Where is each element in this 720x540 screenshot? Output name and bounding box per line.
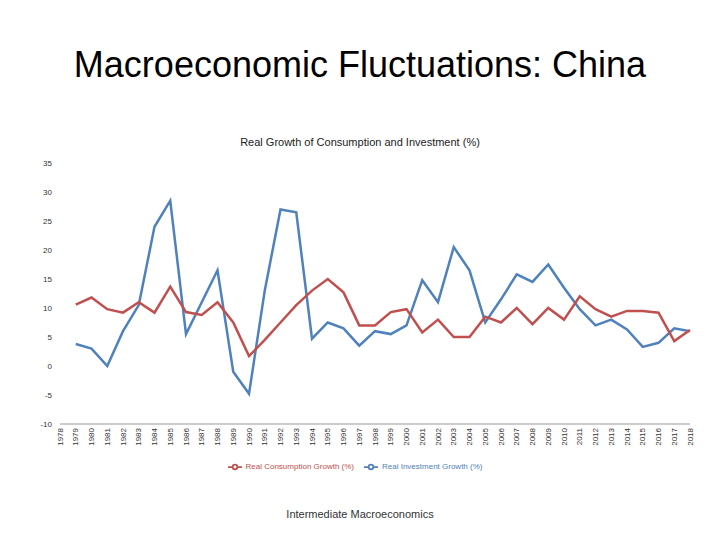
html-text:Intermediate Macroeconomics: Intermediate Macroeconomics: [286, 508, 434, 520]
svg-text:1984: 1984: [150, 427, 159, 445]
svg-text:2006: 2006: [497, 427, 506, 445]
svg-text:2001: 2001: [418, 427, 427, 445]
svg-text:2010: 2010: [560, 427, 569, 445]
svg-text:1982: 1982: [119, 427, 128, 445]
svg-text:1987: 1987: [197, 427, 206, 445]
html-text:Real Investment Growth (%): Real Investment Growth (%): [382, 462, 483, 472]
svg-text:15: 15: [43, 275, 52, 284]
svg-text:1981: 1981: [103, 427, 112, 445]
svg-text:1980: 1980: [87, 427, 96, 445]
svg-text:2016: 2016: [654, 427, 663, 445]
svg-text:-5: -5: [45, 391, 53, 400]
svg-text:2012: 2012: [591, 427, 600, 445]
svg-text:2002: 2002: [434, 427, 443, 445]
svg-text:2015: 2015: [638, 427, 647, 445]
svg-text:0: 0: [48, 362, 53, 371]
svg-text:2003: 2003: [449, 427, 458, 445]
svg-text:2009: 2009: [544, 427, 553, 445]
svg-text:1988: 1988: [213, 427, 222, 445]
html-text:Macroeconomic Fluctuations: Ch: Macroeconomic Fluctuations: China: [73, 44, 647, 85]
svg-text:2018: 2018: [686, 427, 695, 445]
svg-text:2004: 2004: [465, 427, 474, 445]
svg-text:2005: 2005: [481, 427, 490, 445]
svg-text:1996: 1996: [339, 427, 348, 445]
svg-text:5: 5: [48, 333, 53, 342]
svg-text:20: 20: [43, 246, 52, 255]
svg-text:2011: 2011: [575, 427, 584, 445]
html-text:Real Growth of Consumption and: Real Growth of Consumption and Investmen…: [240, 136, 480, 148]
svg-text:1985: 1985: [166, 427, 175, 445]
svg-text:1989: 1989: [229, 427, 238, 445]
svg-text:1993: 1993: [292, 427, 301, 445]
svg-text:30: 30: [43, 188, 52, 197]
svg-text:2007: 2007: [512, 427, 521, 445]
svg-text:1994: 1994: [308, 427, 317, 445]
svg-text:-10: -10: [40, 420, 52, 429]
svg-text:2013: 2013: [607, 427, 616, 445]
svg-text:1999: 1999: [386, 427, 395, 445]
svg-text:1998: 1998: [371, 427, 380, 445]
svg-text:2014: 2014: [623, 427, 632, 445]
svg-text:1997: 1997: [355, 427, 364, 445]
svg-text:1991: 1991: [260, 427, 269, 445]
svg-text:1978: 1978: [56, 427, 65, 445]
svg-text:1983: 1983: [134, 427, 143, 445]
svg-text:1990: 1990: [245, 427, 254, 445]
svg-text:1995: 1995: [323, 427, 332, 445]
svg-text:1986: 1986: [182, 427, 191, 445]
svg-text:1979: 1979: [71, 427, 80, 445]
svg-text:25: 25: [43, 217, 52, 226]
svg-text:2000: 2000: [402, 427, 411, 445]
svg-text:35: 35: [43, 159, 52, 168]
svg-text:1992: 1992: [276, 427, 285, 445]
svg-text:2008: 2008: [528, 427, 537, 445]
svg-text:2017: 2017: [670, 427, 679, 445]
html-text:Real Consumption Growth (%): Real Consumption Growth (%): [245, 462, 354, 472]
svg-text:10: 10: [43, 304, 52, 313]
